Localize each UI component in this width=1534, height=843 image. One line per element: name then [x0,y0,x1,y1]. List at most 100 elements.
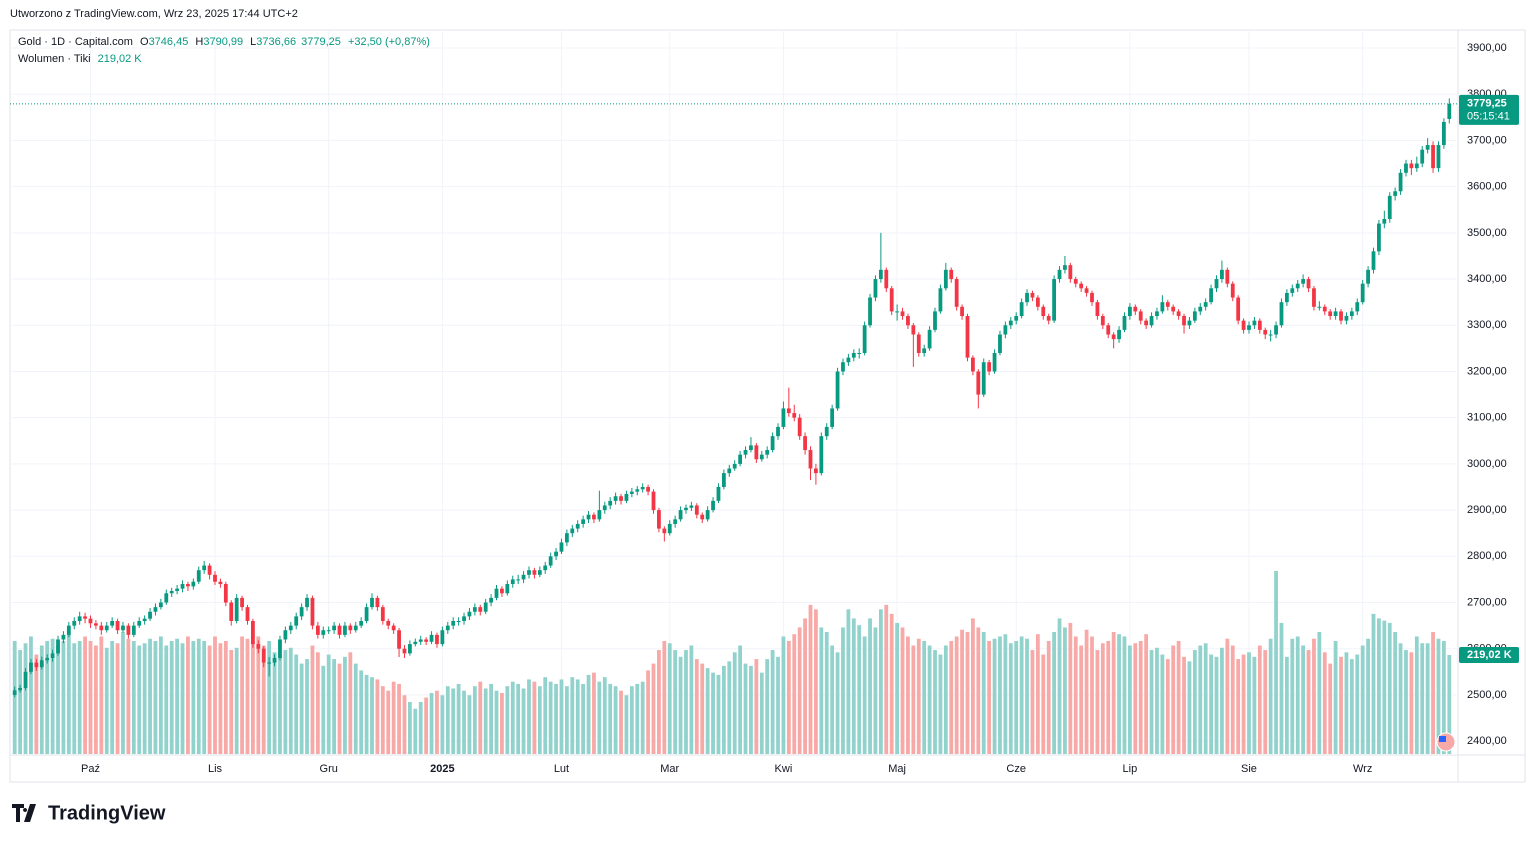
candle-body [878,269,883,280]
volume-bar [50,638,55,754]
candle-body [261,648,266,663]
legend: Gold · 1D · Capital.com O3746,45 H3790,9… [18,36,430,48]
legend-close: 3779,25 [301,36,341,48]
volume-bar [819,627,824,754]
y-tick-label: 3700,00 [1467,134,1507,146]
candle-body [353,625,358,631]
volume-bar [500,692,504,754]
candle-body [1230,283,1235,298]
candle-body [478,607,483,612]
candle-body [814,468,818,474]
volume-value-box [1459,647,1519,664]
volume-bar [1187,661,1192,754]
volume-bar [1360,645,1365,754]
candle-body [1160,302,1165,312]
candle-body [1046,316,1051,321]
volume-bar [667,643,672,754]
volume-bar [938,654,943,754]
volume-bar [1220,647,1224,754]
candle-body [559,542,564,552]
volume-bar [418,702,423,754]
candle-body [705,510,710,520]
volume-value-label: 219,02 K [1467,649,1512,661]
volume-bar [175,638,180,754]
candle-body [104,625,109,631]
candle-body [1057,269,1062,280]
x-tick-label: Lut [554,763,569,775]
volume-bar [1165,659,1170,754]
candle-body [429,634,434,642]
candle-body [1122,316,1127,330]
candle-body [510,579,515,585]
volume-bar [440,695,445,754]
volume-bar [272,652,277,754]
volume-bar [1052,631,1056,754]
candle-body [29,662,33,672]
candle-body [1144,320,1149,326]
volume-bar [694,659,699,754]
volume-bar [429,692,434,754]
volume-bar [397,683,401,754]
candle-body [602,505,607,511]
candle-body [1149,316,1154,326]
candle-body [283,630,288,640]
volume-bar [868,618,872,754]
candle-body [251,620,255,645]
watermark: Utworzono z TradingView.com, Wrz 23, 202… [10,8,298,20]
volume-bar [987,641,992,754]
volume-bar [1393,631,1398,754]
volume-bar [841,627,845,754]
volume-bar [1030,650,1035,754]
legend-symbol: Gold · 1D · Capital.com [18,36,133,48]
candle-body [1393,191,1398,196]
candle-body [1344,316,1349,321]
candle-body [386,620,391,626]
volume-bar [803,618,807,754]
candle-body [18,687,23,691]
volume-bar [592,672,596,754]
x-tick-label: Maj [888,763,906,775]
volume-bar [478,681,483,754]
candle-body [1198,306,1203,312]
candle-body [1404,163,1408,173]
candle-body [66,625,71,635]
volume-bar [424,697,429,754]
volume-bar [510,681,515,754]
volume-bar [1025,638,1029,754]
volume-bar [743,663,748,754]
candle-body [824,426,829,437]
volume-bar [121,631,125,754]
volume-bar [391,681,396,754]
candle-body [1003,325,1008,335]
volume-bar [521,688,526,754]
candle-body [348,625,353,631]
candle-body [521,574,526,580]
candle-body [624,493,629,501]
y-tick-label: 2900,00 [1467,504,1507,516]
candle-body [137,620,142,626]
candle-body [1398,172,1403,192]
volume-bar [61,641,66,754]
volume-bar [23,643,28,754]
volume-bar [965,631,970,754]
volume-bar [797,627,802,754]
volume-bar [705,668,710,754]
volume-bar [56,645,60,754]
volume-bar [548,681,553,754]
y-tick-label: 2700,00 [1467,596,1507,608]
volume-bar [824,631,829,754]
x-tick-label: 2025 [430,763,454,775]
volume-bar [196,638,201,754]
volume-bar [754,659,759,754]
volume-bar [1095,650,1100,754]
candle-body [765,450,770,455]
volume-bar [278,656,282,754]
candle-body [971,357,975,372]
candle-body [1182,316,1186,326]
candle-body [1371,251,1376,270]
candle-body [445,625,450,631]
candle-body [456,620,461,622]
volume-bar [1398,643,1403,754]
legend-high: 3790,99 [203,36,243,48]
volume-bar [1301,645,1306,754]
